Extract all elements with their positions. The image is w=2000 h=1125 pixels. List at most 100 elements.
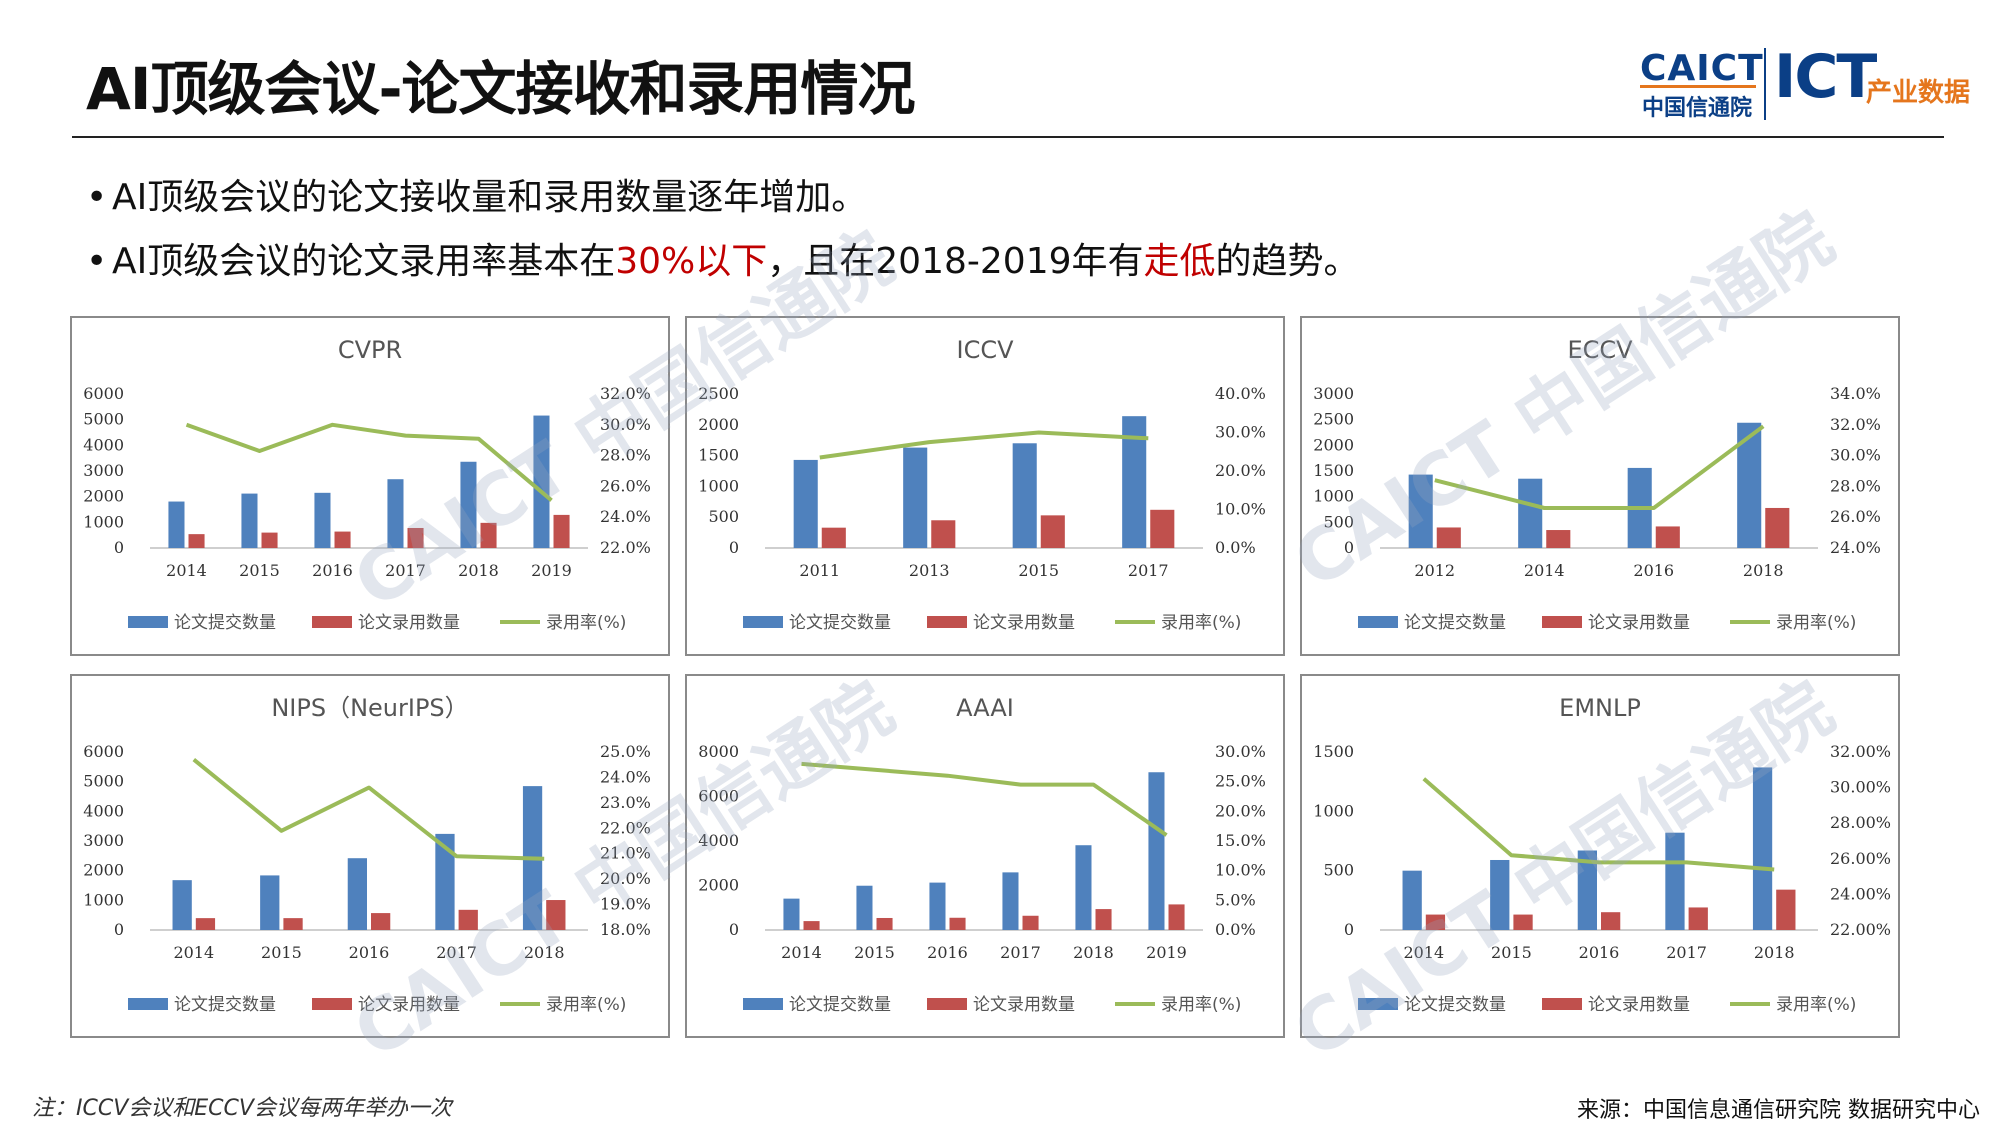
bar-accepted bbox=[553, 514, 570, 548]
y2-tick-label: 22.0% bbox=[600, 538, 651, 557]
y-tick-label: 1000 bbox=[1313, 801, 1354, 820]
legend-label-submitted: 论文提交数量 bbox=[174, 995, 276, 1015]
y2-tick-label: 30.0% bbox=[600, 415, 651, 434]
y-tick-label: 0 bbox=[729, 920, 739, 939]
bullet-1-text: AI顶级会议的论文接收量和录用数量逐年增加。 bbox=[112, 177, 868, 218]
x-tick-label: 2013 bbox=[909, 561, 950, 580]
bar-accepted bbox=[1546, 530, 1571, 548]
bar-accepted bbox=[1688, 907, 1708, 930]
legend-swatch-accepted bbox=[927, 998, 967, 1010]
bar-accepted bbox=[195, 918, 216, 930]
y-tick-label: 8000 bbox=[698, 742, 739, 761]
legend-label-accepted: 论文录用数量 bbox=[1588, 995, 1690, 1015]
x-tick-label: 2016 bbox=[927, 943, 968, 962]
y2-tick-label: 22.00% bbox=[1830, 920, 1891, 939]
bar-accepted bbox=[188, 534, 205, 548]
y2-tick-label: 26.0% bbox=[600, 476, 651, 495]
chart-title: NIPS（NeurIPS） bbox=[271, 694, 468, 722]
bar-submitted bbox=[793, 459, 818, 548]
logo-divider bbox=[1764, 48, 1766, 120]
y2-tick-label: 20.0% bbox=[1215, 461, 1266, 480]
legend-label-rate: 录用率(%) bbox=[546, 995, 626, 1015]
legend-swatch-submitted bbox=[743, 998, 783, 1010]
x-tick-label: 2019 bbox=[531, 561, 572, 580]
x-tick-label: 2014 bbox=[166, 561, 207, 580]
x-tick-label: 2014 bbox=[1524, 561, 1565, 580]
bar-accepted bbox=[1150, 509, 1175, 548]
legend-label-submitted: 论文提交数量 bbox=[1404, 995, 1506, 1015]
page-title: AI顶级会议-论文接收和录用情况 bbox=[86, 55, 916, 123]
bar-accepted bbox=[949, 917, 966, 930]
legend-swatch-submitted bbox=[128, 616, 168, 628]
y2-tick-label: 10.0% bbox=[1215, 500, 1266, 519]
y2-tick-label: 34.0% bbox=[1830, 384, 1881, 403]
bar-submitted bbox=[1012, 443, 1037, 548]
x-tick-label: 2017 bbox=[436, 943, 477, 962]
bar-submitted bbox=[1148, 772, 1165, 930]
y2-tick-label: 24.0% bbox=[600, 767, 651, 786]
legend-swatch-accepted bbox=[927, 616, 967, 628]
y-tick-label: 500 bbox=[1323, 861, 1354, 880]
x-tick-label: 2018 bbox=[458, 561, 499, 580]
y-tick-label: 0 bbox=[114, 920, 124, 939]
logo-org-en: CAICT bbox=[1640, 48, 1764, 89]
y2-tick-label: 26.00% bbox=[1830, 849, 1891, 868]
y2-tick-label: 32.0% bbox=[1830, 415, 1881, 434]
x-tick-label: 2017 bbox=[1128, 561, 1169, 580]
chart-title: ECCV bbox=[1567, 336, 1633, 364]
legend-swatch-submitted bbox=[1358, 998, 1398, 1010]
chart-cvpr: CVPR 0 1000 2000 3000 4000 5000 6000 22.0% 24.0% 2… bbox=[83, 336, 651, 633]
bullet-2-highlight-a: 30%以下 bbox=[615, 241, 768, 282]
bar-submitted bbox=[1408, 474, 1433, 548]
logo-brand-en: ICT bbox=[1774, 42, 1877, 112]
legend-label-rate: 录用率(%) bbox=[1161, 995, 1241, 1015]
bar-submitted bbox=[533, 415, 550, 548]
bar-accepted bbox=[1655, 526, 1680, 548]
y-tick-label: 5000 bbox=[83, 410, 124, 429]
bar-submitted bbox=[387, 479, 404, 548]
y2-tick-label: 15.0% bbox=[1215, 831, 1266, 850]
chart-panel-iccv: ICCV 0 500 1000 1500 2000 2500 0.0% 10.0% 20.0% 30… bbox=[685, 316, 1285, 656]
y-tick-label: 2000 bbox=[83, 487, 124, 506]
bar-submitted bbox=[172, 880, 192, 930]
bar-accepted bbox=[931, 520, 956, 548]
y-tick-label: 2500 bbox=[1313, 410, 1354, 429]
legend-swatch-accepted bbox=[312, 616, 352, 628]
bar-submitted bbox=[1075, 845, 1092, 930]
y2-tick-label: 18.0% bbox=[600, 920, 651, 939]
legend-label-rate: 录用率(%) bbox=[1776, 995, 1856, 1015]
y-tick-label: 0 bbox=[729, 538, 739, 557]
bar-submitted bbox=[1518, 478, 1543, 548]
title-rule bbox=[72, 136, 1944, 138]
y2-tick-label: 22.0% bbox=[600, 818, 651, 837]
bar-accepted bbox=[876, 917, 893, 930]
y-tick-label: 4000 bbox=[83, 435, 124, 454]
chart-panel-cvpr: CVPR 0 1000 2000 3000 4000 5000 6000 22.0% 24.0% 2… bbox=[70, 316, 670, 656]
y-tick-label: 1500 bbox=[1313, 461, 1354, 480]
x-tick-label: 2016 bbox=[1633, 561, 1674, 580]
x-tick-label: 2015 bbox=[854, 943, 895, 962]
bar-submitted bbox=[929, 882, 946, 930]
x-tick-label: 2015 bbox=[1018, 561, 1059, 580]
y-tick-label: 1000 bbox=[83, 512, 124, 531]
y2-tick-label: 10.0% bbox=[1215, 861, 1266, 880]
rate-line bbox=[801, 761, 1168, 837]
x-tick-label: 2017 bbox=[1000, 943, 1041, 962]
y-tick-label: 6000 bbox=[83, 384, 124, 403]
bar-submitted bbox=[903, 447, 928, 548]
legend-label-accepted: 论文录用数量 bbox=[973, 613, 1075, 633]
bar-submitted bbox=[783, 898, 800, 930]
x-tick-label: 2017 bbox=[385, 561, 426, 580]
legend-label-rate: 录用率(%) bbox=[1161, 613, 1241, 633]
y-tick-label: 0 bbox=[114, 538, 124, 557]
bar-accepted bbox=[1776, 889, 1796, 930]
x-tick-label: 2018 bbox=[1754, 943, 1795, 962]
x-tick-label: 2016 bbox=[1579, 943, 1620, 962]
bar-accepted bbox=[480, 522, 497, 548]
y2-tick-label: 0.0% bbox=[1215, 538, 1256, 557]
y2-tick-label: 24.0% bbox=[600, 507, 651, 526]
y-tick-label: 0 bbox=[1344, 538, 1354, 557]
y-tick-label: 500 bbox=[1323, 512, 1354, 531]
logo-orange-bar bbox=[1640, 85, 1756, 88]
y2-tick-label: 25.0% bbox=[600, 742, 651, 761]
